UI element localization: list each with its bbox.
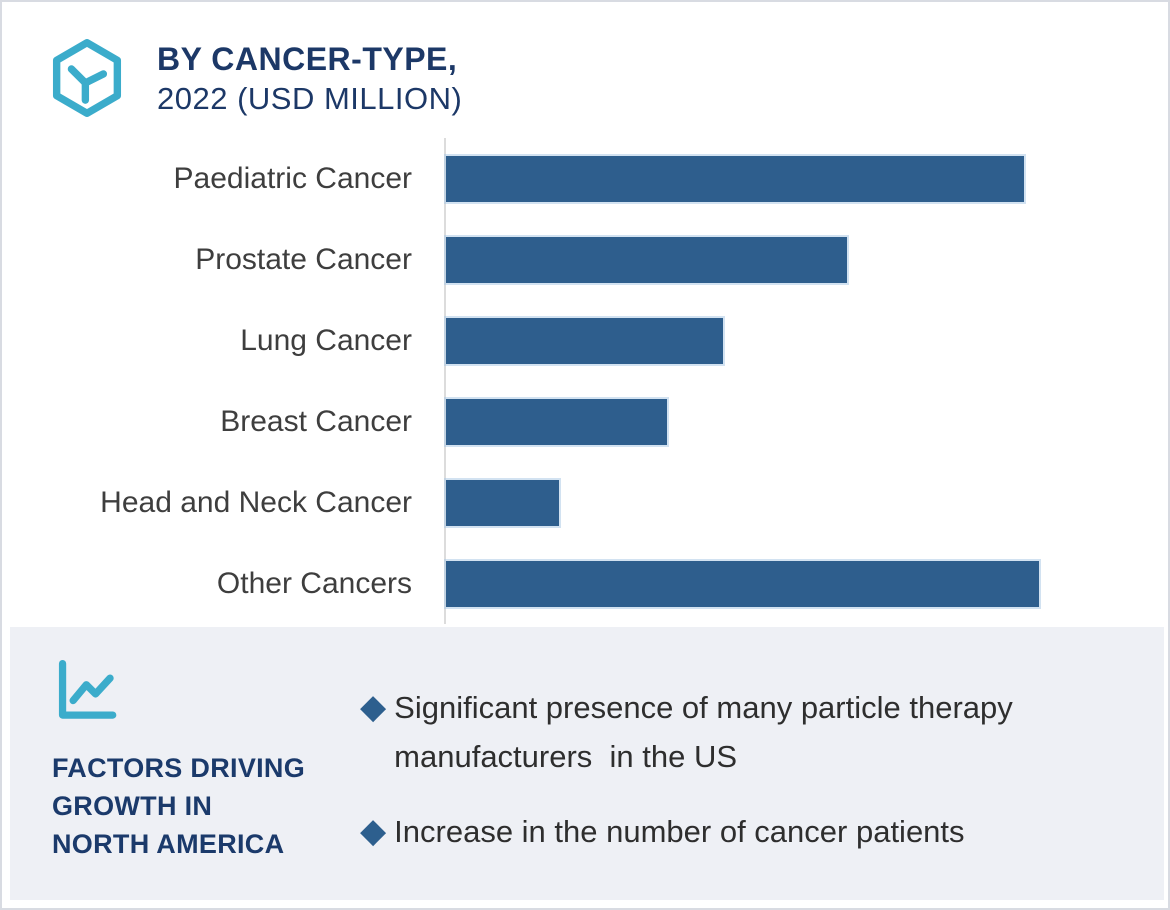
factors-heading-line: NORTH AMERICA	[52, 829, 285, 859]
category-label: Prostate Cancer	[195, 242, 412, 276]
factors-heading-line: FACTORS DRIVING	[52, 753, 306, 783]
bar-head-and-neck-cancer	[446, 479, 560, 526]
category-label: Head and Neck Cancer	[100, 485, 412, 519]
bar-row: Paediatric Cancer	[2, 138, 1152, 219]
chart-title-line2: 2022 (USD MILLION)	[157, 81, 463, 116]
bar-row: Lung Cancer	[2, 300, 1152, 381]
category-label: Lung Cancer	[240, 323, 412, 357]
bar-other-cancers	[446, 560, 1039, 607]
factors-heading: FACTORS DRIVING GROWTH IN NORTH AMERICA	[52, 749, 305, 863]
bullet-text: Significant presence of many particle th…	[394, 690, 1022, 774]
category-axis-line	[444, 138, 446, 624]
hexagon-y-logo-icon	[46, 35, 128, 121]
bar-paediatric-cancer	[446, 155, 1025, 202]
category-label: Breast Cancer	[220, 404, 412, 438]
category-label: Other Cancers	[216, 566, 412, 600]
list-item: ◆ Significant presence of many particle …	[360, 683, 1130, 781]
bar-row: Head and Neck Cancer	[2, 462, 1152, 543]
factors-bullet-list: ◆ Significant presence of many particle …	[360, 683, 1130, 856]
bar-lung-cancer	[446, 317, 723, 364]
bar-row: Other Cancers	[2, 543, 1152, 624]
bar-row: Breast Cancer	[2, 381, 1152, 462]
diamond-bullet-icon: ◆	[360, 812, 387, 850]
bullet-text: Increase in the number of cancer patient…	[394, 814, 965, 849]
diamond-bullet-icon: ◆	[360, 688, 387, 726]
factors-heading-line: GROWTH IN	[52, 791, 213, 821]
bar-prostate-cancer	[446, 236, 847, 283]
bar-breast-cancer	[446, 398, 668, 445]
category-label: Paediatric Cancer	[173, 161, 412, 195]
line-chart-icon	[52, 655, 118, 725]
chart-title-line1: BY CANCER-TYPE,	[157, 41, 458, 77]
list-item: ◆ Increase in the number of cancer patie…	[360, 807, 1130, 856]
factors-panel: FACTORS DRIVING GROWTH IN NORTH AMERICA …	[10, 627, 1164, 900]
bar-row: Prostate Cancer	[2, 219, 1152, 300]
bar-chart: Paediatric Cancer Prostate Cancer Lung C…	[2, 138, 1152, 624]
bar-rows: Paediatric Cancer Prostate Cancer Lung C…	[2, 138, 1152, 624]
chart-title: BY CANCER-TYPE, 2022 (USD MILLION)	[157, 40, 462, 118]
